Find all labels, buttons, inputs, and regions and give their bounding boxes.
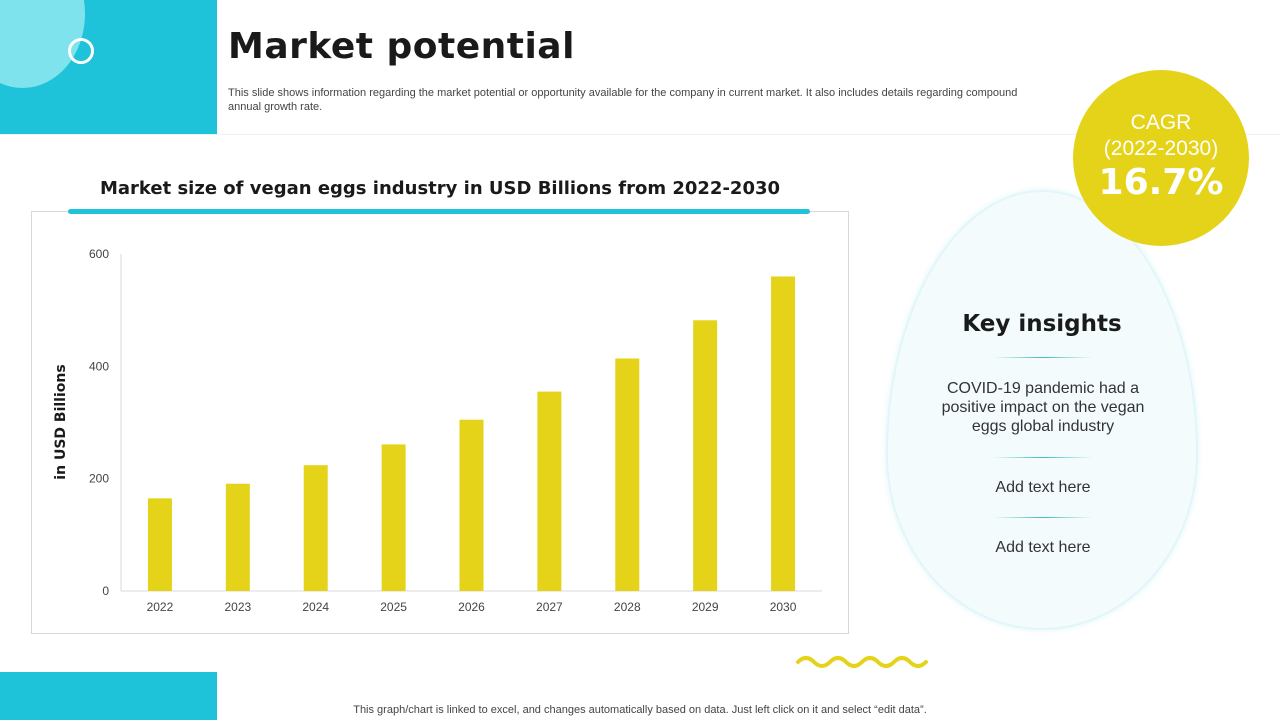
y-axis-title: in USD Billions <box>53 364 69 479</box>
x-tick-label: 2024 <box>302 600 329 614</box>
bar[interactable] <box>771 276 796 591</box>
x-tick-label: 2030 <box>770 600 797 614</box>
cagr-label: CAGR (2022-2030) <box>1073 110 1249 162</box>
bar[interactable] <box>459 419 484 591</box>
y-tick-label: 200 <box>89 472 109 486</box>
x-tick-label: 2027 <box>536 600 563 614</box>
insight-item: COVID-19 pandemic had a positive impact … <box>941 380 1145 435</box>
y-tick-label: 0 <box>102 584 109 598</box>
bar[interactable] <box>381 444 406 591</box>
insight-item: Add text here <box>995 479 1091 496</box>
footnote: This graph/chart is linked to excel, and… <box>353 704 927 716</box>
chart-title-underline <box>68 209 810 214</box>
y-tick-label: 600 <box>89 247 109 261</box>
bar[interactable] <box>303 465 328 591</box>
bar[interactable] <box>147 498 172 591</box>
page-subtitle: This slide shows information regarding t… <box>228 87 1018 113</box>
cagr-label-line1: CAGR <box>1130 111 1192 134</box>
y-tick-label: 400 <box>89 359 109 373</box>
page-title: Market potential <box>228 26 575 67</box>
cagr-label-line2: (2022-2030) <box>1103 137 1219 160</box>
bar[interactable] <box>693 320 718 591</box>
chart-frame[interactable]: 0 200 400 600 in USD Billions 2022 2023 2024 202… <box>31 211 849 634</box>
cagr-badge: CAGR (2022-2030) 16.7% <box>1073 70 1249 246</box>
x-tick-label: 2028 <box>614 600 641 614</box>
bar[interactable] <box>225 483 250 591</box>
insights-divider <box>993 517 1093 518</box>
bar[interactable] <box>615 358 640 591</box>
insights-title: Key insights <box>962 311 1122 337</box>
bar[interactable] <box>537 391 562 591</box>
header-divider <box>0 134 1280 135</box>
x-tick-label: 2022 <box>147 600 174 614</box>
x-tick-label: 2023 <box>224 600 251 614</box>
insights-egg-shape <box>886 190 1198 630</box>
ring-icon <box>68 38 94 64</box>
x-tick-label: 2026 <box>458 600 485 614</box>
x-tick-label: 2025 <box>380 600 407 614</box>
insights-divider <box>993 357 1093 358</box>
insights-divider <box>993 457 1093 458</box>
insight-item: Add text here <box>995 539 1091 556</box>
x-tick-label: 2029 <box>692 600 719 614</box>
chart-title: Market size of vegan eggs industry in US… <box>99 178 781 199</box>
cagr-value: 16.7% <box>1098 162 1224 203</box>
wavy-line-decoration <box>796 656 928 668</box>
bar-chart[interactable]: 0 200 400 600 in USD Billions 2022 2023 2024 202… <box>32 212 850 635</box>
corner-decoration-bottom-left <box>0 672 217 720</box>
corner-decoration-top-left <box>0 0 217 135</box>
